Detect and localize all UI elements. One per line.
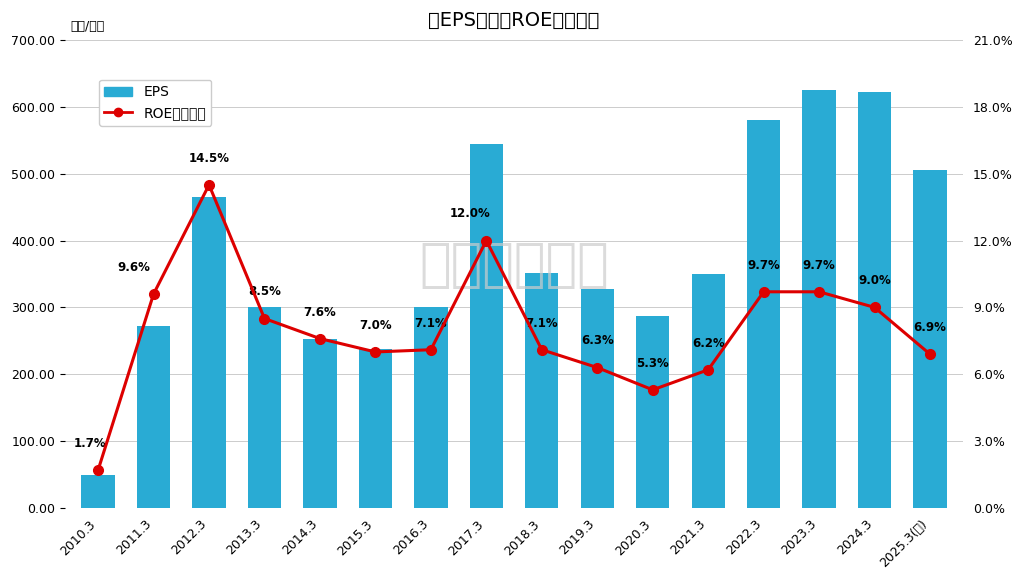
Legend: EPS, ROE（右軸）: EPS, ROE（右軸）: [98, 80, 212, 125]
Text: 9.6%: 9.6%: [118, 261, 151, 274]
Title: 「EPS」・「ROE」の推移: 「EPS」・「ROE」の推移: [428, 11, 600, 30]
ROE（右軸）: [702, 366, 715, 373]
ROE（右軸）: [868, 304, 881, 311]
Text: 6.2%: 6.2%: [692, 337, 725, 350]
Text: （円/株）: （円/株）: [71, 20, 104, 33]
ROE（右軸）: [147, 290, 160, 297]
Bar: [636, 316, 670, 508]
Bar: [248, 307, 282, 508]
Bar: [415, 307, 447, 508]
Text: 9.7%: 9.7%: [748, 259, 780, 272]
ROE（右軸）: [313, 335, 326, 342]
Text: 12.0%: 12.0%: [450, 207, 490, 220]
ROE（右軸）: [591, 364, 603, 371]
Bar: [193, 197, 225, 508]
Bar: [746, 120, 780, 508]
Text: 7.1%: 7.1%: [525, 317, 558, 329]
Line: ROE（右軸）: ROE（右軸）: [93, 180, 935, 475]
ROE（右軸）: [536, 346, 548, 353]
ROE（右軸）: [92, 467, 104, 474]
Text: 6.3%: 6.3%: [581, 335, 613, 347]
ROE（右軸）: [203, 181, 215, 188]
ROE（右軸）: [758, 288, 770, 295]
Bar: [82, 475, 115, 508]
Bar: [581, 289, 614, 508]
Text: 7.0%: 7.0%: [359, 319, 392, 332]
Bar: [691, 274, 725, 508]
ROE（右軸）: [646, 386, 658, 393]
Text: 9.7%: 9.7%: [803, 259, 836, 272]
Text: 5.3%: 5.3%: [636, 357, 669, 370]
ROE（右軸）: [480, 237, 493, 244]
Bar: [913, 170, 946, 508]
ROE（右軸）: [425, 346, 437, 353]
Bar: [137, 326, 170, 508]
Bar: [470, 144, 503, 508]
Text: 1.7%: 1.7%: [74, 437, 106, 450]
Text: 7.6%: 7.6%: [303, 306, 336, 318]
ROE（右軸）: [813, 288, 825, 295]
Bar: [303, 339, 337, 508]
Text: 7.1%: 7.1%: [415, 317, 447, 329]
Bar: [803, 90, 836, 508]
Text: 9.0%: 9.0%: [858, 274, 891, 288]
ROE（右軸）: [258, 315, 270, 322]
ROE（右軸）: [924, 351, 936, 358]
Text: 森の投賄教室: 森の投賄教室: [419, 239, 609, 290]
Bar: [358, 349, 392, 508]
Text: 6.9%: 6.9%: [913, 321, 946, 334]
Bar: [858, 92, 891, 508]
ROE（右軸）: [370, 349, 382, 356]
Text: 8.5%: 8.5%: [248, 285, 281, 299]
Bar: [525, 272, 558, 508]
Text: 14.5%: 14.5%: [188, 152, 229, 165]
